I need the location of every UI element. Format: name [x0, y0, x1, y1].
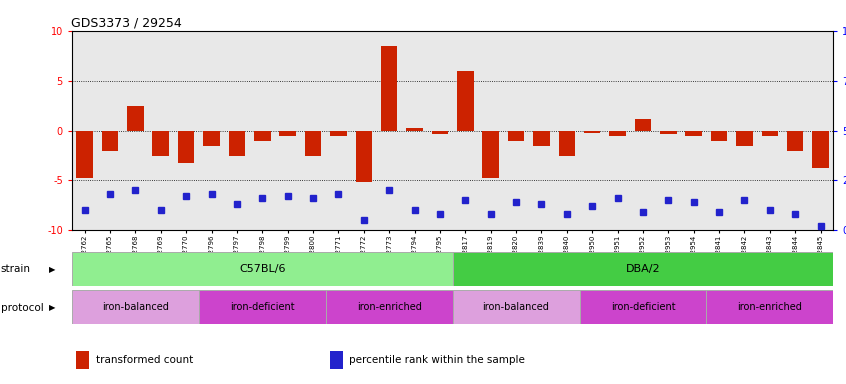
Bar: [453, 252, 833, 286]
Bar: [326, 290, 453, 324]
Bar: [72, 290, 199, 324]
Text: iron-deficient: iron-deficient: [611, 302, 675, 312]
Bar: [254, 131, 271, 141]
Text: iron-enriched: iron-enriched: [738, 302, 802, 312]
Bar: [736, 131, 753, 146]
Text: iron-balanced: iron-balanced: [482, 302, 550, 312]
Bar: [330, 131, 347, 136]
Bar: [381, 46, 398, 131]
Bar: [203, 131, 220, 146]
Text: iron-enriched: iron-enriched: [357, 302, 421, 312]
Text: percentile rank within the sample: percentile rank within the sample: [349, 355, 525, 365]
Bar: [406, 127, 423, 131]
Text: iron-balanced: iron-balanced: [102, 302, 169, 312]
Bar: [431, 131, 448, 134]
Bar: [761, 131, 778, 136]
Bar: [609, 131, 626, 136]
Text: GDS3373 / 29254: GDS3373 / 29254: [71, 17, 182, 30]
Bar: [787, 131, 804, 151]
Bar: [76, 131, 93, 179]
Bar: [228, 131, 245, 156]
Bar: [812, 131, 829, 169]
Bar: [355, 131, 372, 182]
Text: ▶: ▶: [49, 303, 56, 312]
Text: strain: strain: [1, 264, 30, 274]
Bar: [711, 131, 728, 141]
Text: DBA/2: DBA/2: [626, 264, 660, 274]
Bar: [453, 290, 580, 324]
Bar: [127, 106, 144, 131]
Bar: [457, 71, 474, 131]
Bar: [178, 131, 195, 162]
Bar: [305, 131, 321, 156]
Bar: [508, 131, 525, 141]
Bar: [634, 119, 651, 131]
Bar: [533, 131, 550, 146]
Bar: [199, 290, 326, 324]
Text: protocol: protocol: [1, 303, 44, 313]
Bar: [580, 290, 706, 324]
Bar: [660, 131, 677, 134]
Bar: [152, 131, 169, 156]
Bar: [558, 131, 575, 156]
Bar: [482, 131, 499, 179]
Text: iron-deficient: iron-deficient: [230, 302, 294, 312]
Bar: [72, 252, 453, 286]
Text: C57BL/6: C57BL/6: [239, 264, 285, 274]
Text: ▶: ▶: [49, 265, 56, 274]
Text: transformed count: transformed count: [96, 355, 193, 365]
Bar: [685, 131, 702, 136]
Bar: [706, 290, 833, 324]
Bar: [279, 131, 296, 136]
Bar: [102, 131, 118, 151]
Bar: [584, 131, 601, 132]
